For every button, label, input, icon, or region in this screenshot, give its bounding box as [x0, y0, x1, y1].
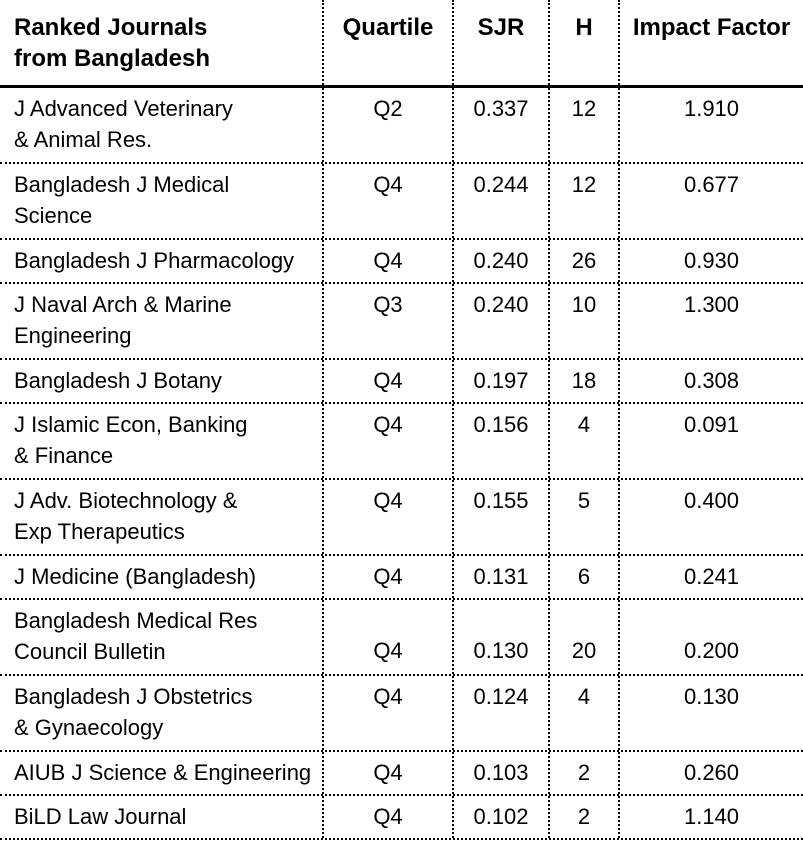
journal-name: Bangladesh J Pharmacology [14, 247, 295, 273]
h-value: 12 [548, 88, 618, 162]
impact-factor-value: 0.930 [618, 240, 803, 282]
sjr-value: 0.156 [452, 404, 548, 478]
quartile-value: Q4 [322, 796, 452, 838]
table-row: Bangladesh J Botany Q4 0.197 18 0.308 [0, 360, 803, 404]
sjr-value: 0.130 [452, 600, 548, 674]
journal-name: Bangladesh Medical Res Council Bulletin [14, 608, 258, 664]
header-quartile-column: Quartile [322, 0, 452, 85]
impact-factor-value: 1.910 [618, 88, 803, 162]
table-header-row: Ranked Journals from Bangladesh Quartile… [0, 0, 803, 88]
impact-factor-value: 0.200 [618, 600, 803, 674]
quartile-value: Q4 [322, 480, 452, 554]
quartile-value: Q4 [322, 360, 452, 402]
h-value: 5 [548, 480, 618, 554]
journal-name: J Naval Arch & Marine Engineering [14, 292, 232, 348]
h-value: 4 [548, 676, 618, 750]
journal-name: Bangladesh J Medical Science [14, 172, 230, 228]
table-row: Bangladesh Medical Res Council Bulletin Q… [0, 600, 803, 676]
table-row: Bangladesh J Obstetrics & Gynaecology Q4 0… [0, 676, 803, 752]
impact-factor-value: 0.400 [618, 480, 803, 554]
quartile-value: Q3 [322, 284, 452, 358]
sjr-value: 0.197 [452, 360, 548, 402]
table-row: AIUB J Science & Engineering Q4 0.103 2 0.26… [0, 752, 803, 796]
h-value: 10 [548, 284, 618, 358]
h-value: 26 [548, 240, 618, 282]
quartile-value: Q2 [322, 88, 452, 162]
sjr-value: 0.337 [452, 88, 548, 162]
sjr-value: 0.102 [452, 796, 548, 838]
journal-name: J Advanced Veterinary & Animal Res. [14, 96, 233, 152]
quartile-value: Q4 [322, 676, 452, 750]
header-journal-column: Ranked Journals from Bangladesh [14, 14, 211, 73]
impact-factor-value: 0.677 [618, 164, 803, 238]
h-value: 12 [548, 164, 618, 238]
impact-factor-value: 0.260 [618, 752, 803, 794]
journal-name: J Islamic Econ, Banking & Finance [14, 412, 248, 468]
quartile-value: Q4 [322, 600, 452, 674]
table-row: BiLD Law Journal Q4 0.102 2 1.140 [0, 796, 803, 840]
impact-factor-value: 0.241 [618, 556, 803, 598]
journal-name: Bangladesh J Botany [14, 367, 222, 393]
header-impact-factor-column: Impact Factor [618, 0, 803, 85]
impact-factor-value: 1.300 [618, 284, 803, 358]
sjr-value: 0.244 [452, 164, 548, 238]
h-value: 4 [548, 404, 618, 478]
h-value: 18 [548, 360, 618, 402]
quartile-value: Q4 [322, 556, 452, 598]
h-value: 6 [548, 556, 618, 598]
sjr-value: 0.240 [452, 284, 548, 358]
impact-factor-value: 0.308 [618, 360, 803, 402]
sjr-value: 0.155 [452, 480, 548, 554]
sjr-value: 0.103 [452, 752, 548, 794]
sjr-value: 0.240 [452, 240, 548, 282]
table-body: J Advanced Veterinary & Animal Res. Q2 0.3… [0, 88, 803, 840]
journal-name: Bangladesh J Obstetrics & Gynaecology [14, 684, 253, 740]
journal-name: J Adv. Biotechnology & Exp Therapeutics [14, 488, 238, 544]
table-row: Bangladesh J Medical Science Q4 0.244 12 0.6… [0, 164, 803, 240]
h-value: 2 [548, 796, 618, 838]
h-value: 2 [548, 752, 618, 794]
table-row: J Medicine (Bangladesh) Q4 0.131 6 0.241 [0, 556, 803, 600]
table-row: J Adv. Biotechnology & Exp Therapeutics Q… [0, 480, 803, 556]
journal-name: J Medicine (Bangladesh) [14, 563, 257, 589]
header-h-column: H [548, 0, 618, 85]
quartile-value: Q4 [322, 404, 452, 478]
header-sjr-column: SJR [452, 0, 548, 85]
quartile-value: Q4 [322, 164, 452, 238]
sjr-value: 0.124 [452, 676, 548, 750]
table-row: J Islamic Econ, Banking & Finance Q4 0.156… [0, 404, 803, 480]
journal-name: AIUB J Science & Engineering [14, 759, 312, 785]
impact-factor-value: 0.130 [618, 676, 803, 750]
table-row: J Advanced Veterinary & Animal Res. Q2 0.3… [0, 88, 803, 164]
quartile-value: Q4 [322, 240, 452, 282]
impact-factor-value: 0.091 [618, 404, 803, 478]
h-value: 20 [548, 600, 618, 674]
impact-factor-value: 1.140 [618, 796, 803, 838]
quartile-value: Q4 [322, 752, 452, 794]
table-row: J Naval Arch & Marine Engineering Q3 0.240… [0, 284, 803, 360]
table-row: Bangladesh J Pharmacology Q4 0.240 26 0.930 [0, 240, 803, 284]
sjr-value: 0.131 [452, 556, 548, 598]
journal-name: BiLD Law Journal [14, 803, 187, 829]
